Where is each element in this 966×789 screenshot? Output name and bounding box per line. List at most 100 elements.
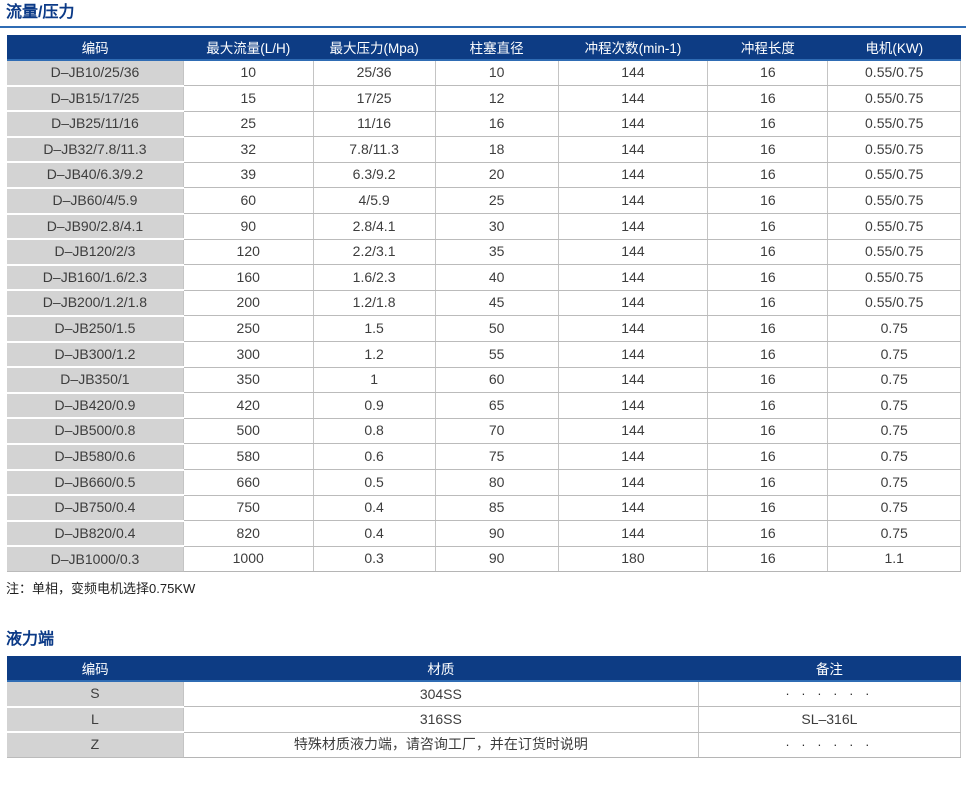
value-cell: 16: [707, 213, 828, 240]
value-cell: 144: [557, 187, 708, 215]
table-row: S 304SS · · · · · ·: [7, 681, 962, 708]
table-row: D–JB15/17/25 15 17/25 12 144 16 0.55/0.75: [7, 85, 961, 113]
value-cell: 10: [434, 60, 559, 87]
value-cell: 12: [434, 85, 559, 112]
value-cell: 11/16: [312, 111, 436, 138]
value-cell: 16: [707, 136, 828, 163]
table-row: D–JB420/0.9 420 0.9 65 144 16 0.75: [7, 392, 961, 420]
value-cell: 16: [707, 264, 828, 291]
value-cell: 16: [707, 367, 828, 394]
value-cell: 1.2/1.8: [312, 290, 436, 317]
code-cell: D–JB580/0.6: [7, 443, 184, 471]
value-cell: 55: [434, 341, 559, 368]
table-row: D–JB200/1.2/1.8 200 1.2/1.8 45 144 16 0.55/0.7…: [7, 290, 961, 317]
value-cell: 0.5: [312, 469, 436, 496]
value-cell: 144: [557, 520, 708, 547]
value-cell: 304SS: [182, 681, 699, 708]
code-cell: S: [7, 681, 184, 708]
value-cell: 144: [557, 495, 708, 522]
value-cell: 16: [707, 111, 828, 138]
column-header: 电机(KW): [827, 35, 961, 61]
column-header: 材质: [183, 656, 699, 683]
value-cell: 660: [182, 469, 314, 496]
value-cell: 16: [707, 290, 828, 317]
value-cell: 30: [434, 213, 559, 240]
value-cell: 0.4: [312, 520, 436, 547]
code-cell: D–JB25/11/16: [7, 111, 184, 138]
code-cell: Z: [7, 732, 184, 759]
table-row: Z 特殊材质液力端，请咨询工厂，并在订货时说明 · · · · · ·: [7, 732, 962, 759]
column-header: 冲程长度: [707, 35, 828, 61]
code-cell: D–JB820/0.4: [7, 520, 184, 548]
section-title-hydraulic-end: 液力端: [6, 631, 55, 649]
value-cell: 25: [182, 111, 314, 138]
value-cell: 50: [434, 315, 559, 343]
value-cell: 0.75: [827, 418, 961, 445]
value-cell: 144: [557, 367, 708, 394]
value-cell: 25/36: [312, 60, 436, 87]
header-row: 编码 材质 备注: [7, 656, 961, 683]
value-cell: 18: [434, 136, 559, 163]
header-row: 编码 最大流量(L/H) 最大压力(Mpa) 柱塞直径 冲程次数(min-1) 冲程长度电…: [7, 35, 961, 61]
single-phase-motor-note: 注：单相，变频电机选择0.75KW: [6, 581, 196, 597]
value-cell: 300: [182, 341, 314, 368]
value-cell: 16: [707, 443, 828, 470]
value-cell: 0.75: [827, 392, 961, 419]
value-cell: 6.3/9.2: [312, 162, 436, 189]
code-cell: D–JB160/1.6/2.3: [7, 264, 184, 292]
value-cell: 1.6/2.3: [312, 264, 436, 291]
value-cell: 90: [434, 546, 559, 573]
value-cell: 45: [434, 290, 559, 317]
value-cell: 0.55/0.75: [827, 111, 961, 138]
value-cell: 580: [182, 443, 314, 470]
flow-pressure-table-body: D–JB10/25/36 10 25/36 10 144 16 0.55/0.75 D–JB1…: [7, 60, 961, 573]
value-cell: 16: [707, 60, 828, 87]
value-cell: 0.55/0.75: [827, 213, 961, 240]
value-cell: 20: [434, 162, 559, 189]
table-row: D–JB90/2.8/4.1 90 2.8/4.1 30 144 16 0.55/0.75: [7, 213, 961, 241]
table-row: D–JB40/6.3/9.2 39 6.3/9.2 20 144 16 0.55/0.75: [7, 162, 961, 189]
value-cell: 0.55/0.75: [827, 264, 961, 291]
title-divider: [0, 26, 966, 28]
value-cell: · · · · · ·: [697, 681, 962, 708]
value-cell: 16: [707, 495, 828, 522]
value-cell: 16: [707, 162, 828, 189]
table-row: D–JB60/4/5.9 60 4/5.9 25 144 16 0.55/0.75: [7, 187, 961, 215]
value-cell: 144: [557, 264, 708, 291]
column-header: 备注: [698, 656, 961, 683]
value-cell: 35: [434, 239, 559, 266]
code-cell: D–JB420/0.9: [7, 392, 184, 420]
value-cell: 16: [707, 469, 828, 496]
value-cell: 1000: [182, 546, 314, 573]
value-cell: 0.55/0.75: [827, 162, 961, 189]
table-row: D–JB350/1 350 1 60 144 16 0.75: [7, 367, 961, 394]
section-title-flow-pressure: 流量/压力: [6, 4, 75, 21]
value-cell: 80: [434, 469, 559, 496]
section-hydraulic-end: 液力端 编码 材质 备注 S 304SS · · · · · · L 316SS SL–316…: [0, 630, 966, 759]
table-row: D–JB120/2/3 120 2.2/3.1 35 144 16 0.55/0.75: [7, 239, 961, 266]
value-cell: 144: [557, 213, 708, 240]
value-cell: 0.55/0.75: [827, 187, 961, 215]
value-cell: 144: [557, 111, 708, 138]
value-cell: 144: [557, 162, 708, 189]
column-header: 编码: [7, 656, 184, 683]
value-cell: 90: [182, 213, 314, 240]
value-cell: 144: [557, 469, 708, 496]
value-cell: 16: [434, 111, 559, 138]
value-cell: SL–316L: [697, 706, 962, 733]
value-cell: 17/25: [312, 85, 436, 112]
value-cell: 144: [557, 341, 708, 368]
value-cell: 1: [312, 367, 436, 394]
value-cell: 0.75: [827, 520, 961, 547]
value-cell: 144: [557, 315, 708, 343]
flow-pressure-table-head: 编码 最大流量(L/H) 最大压力(Mpa) 柱塞直径 冲程次数(min-1) 冲程长度电…: [7, 35, 961, 61]
value-cell: 180: [557, 546, 708, 573]
value-cell: 16: [707, 187, 828, 215]
value-cell: 420: [182, 392, 314, 419]
table-row: D–JB750/0.4 750 0.4 85 144 16 0.75: [7, 495, 961, 522]
code-cell: D–JB60/4/5.9: [7, 187, 184, 215]
value-cell: 特殊材质液力端，请咨询工厂，并在订货时说明: [182, 732, 699, 759]
table-row: D–JB660/0.5 660 0.5 80 144 16 0.75: [7, 469, 961, 497]
value-cell: 120: [182, 239, 314, 266]
value-cell: 250: [182, 315, 314, 343]
